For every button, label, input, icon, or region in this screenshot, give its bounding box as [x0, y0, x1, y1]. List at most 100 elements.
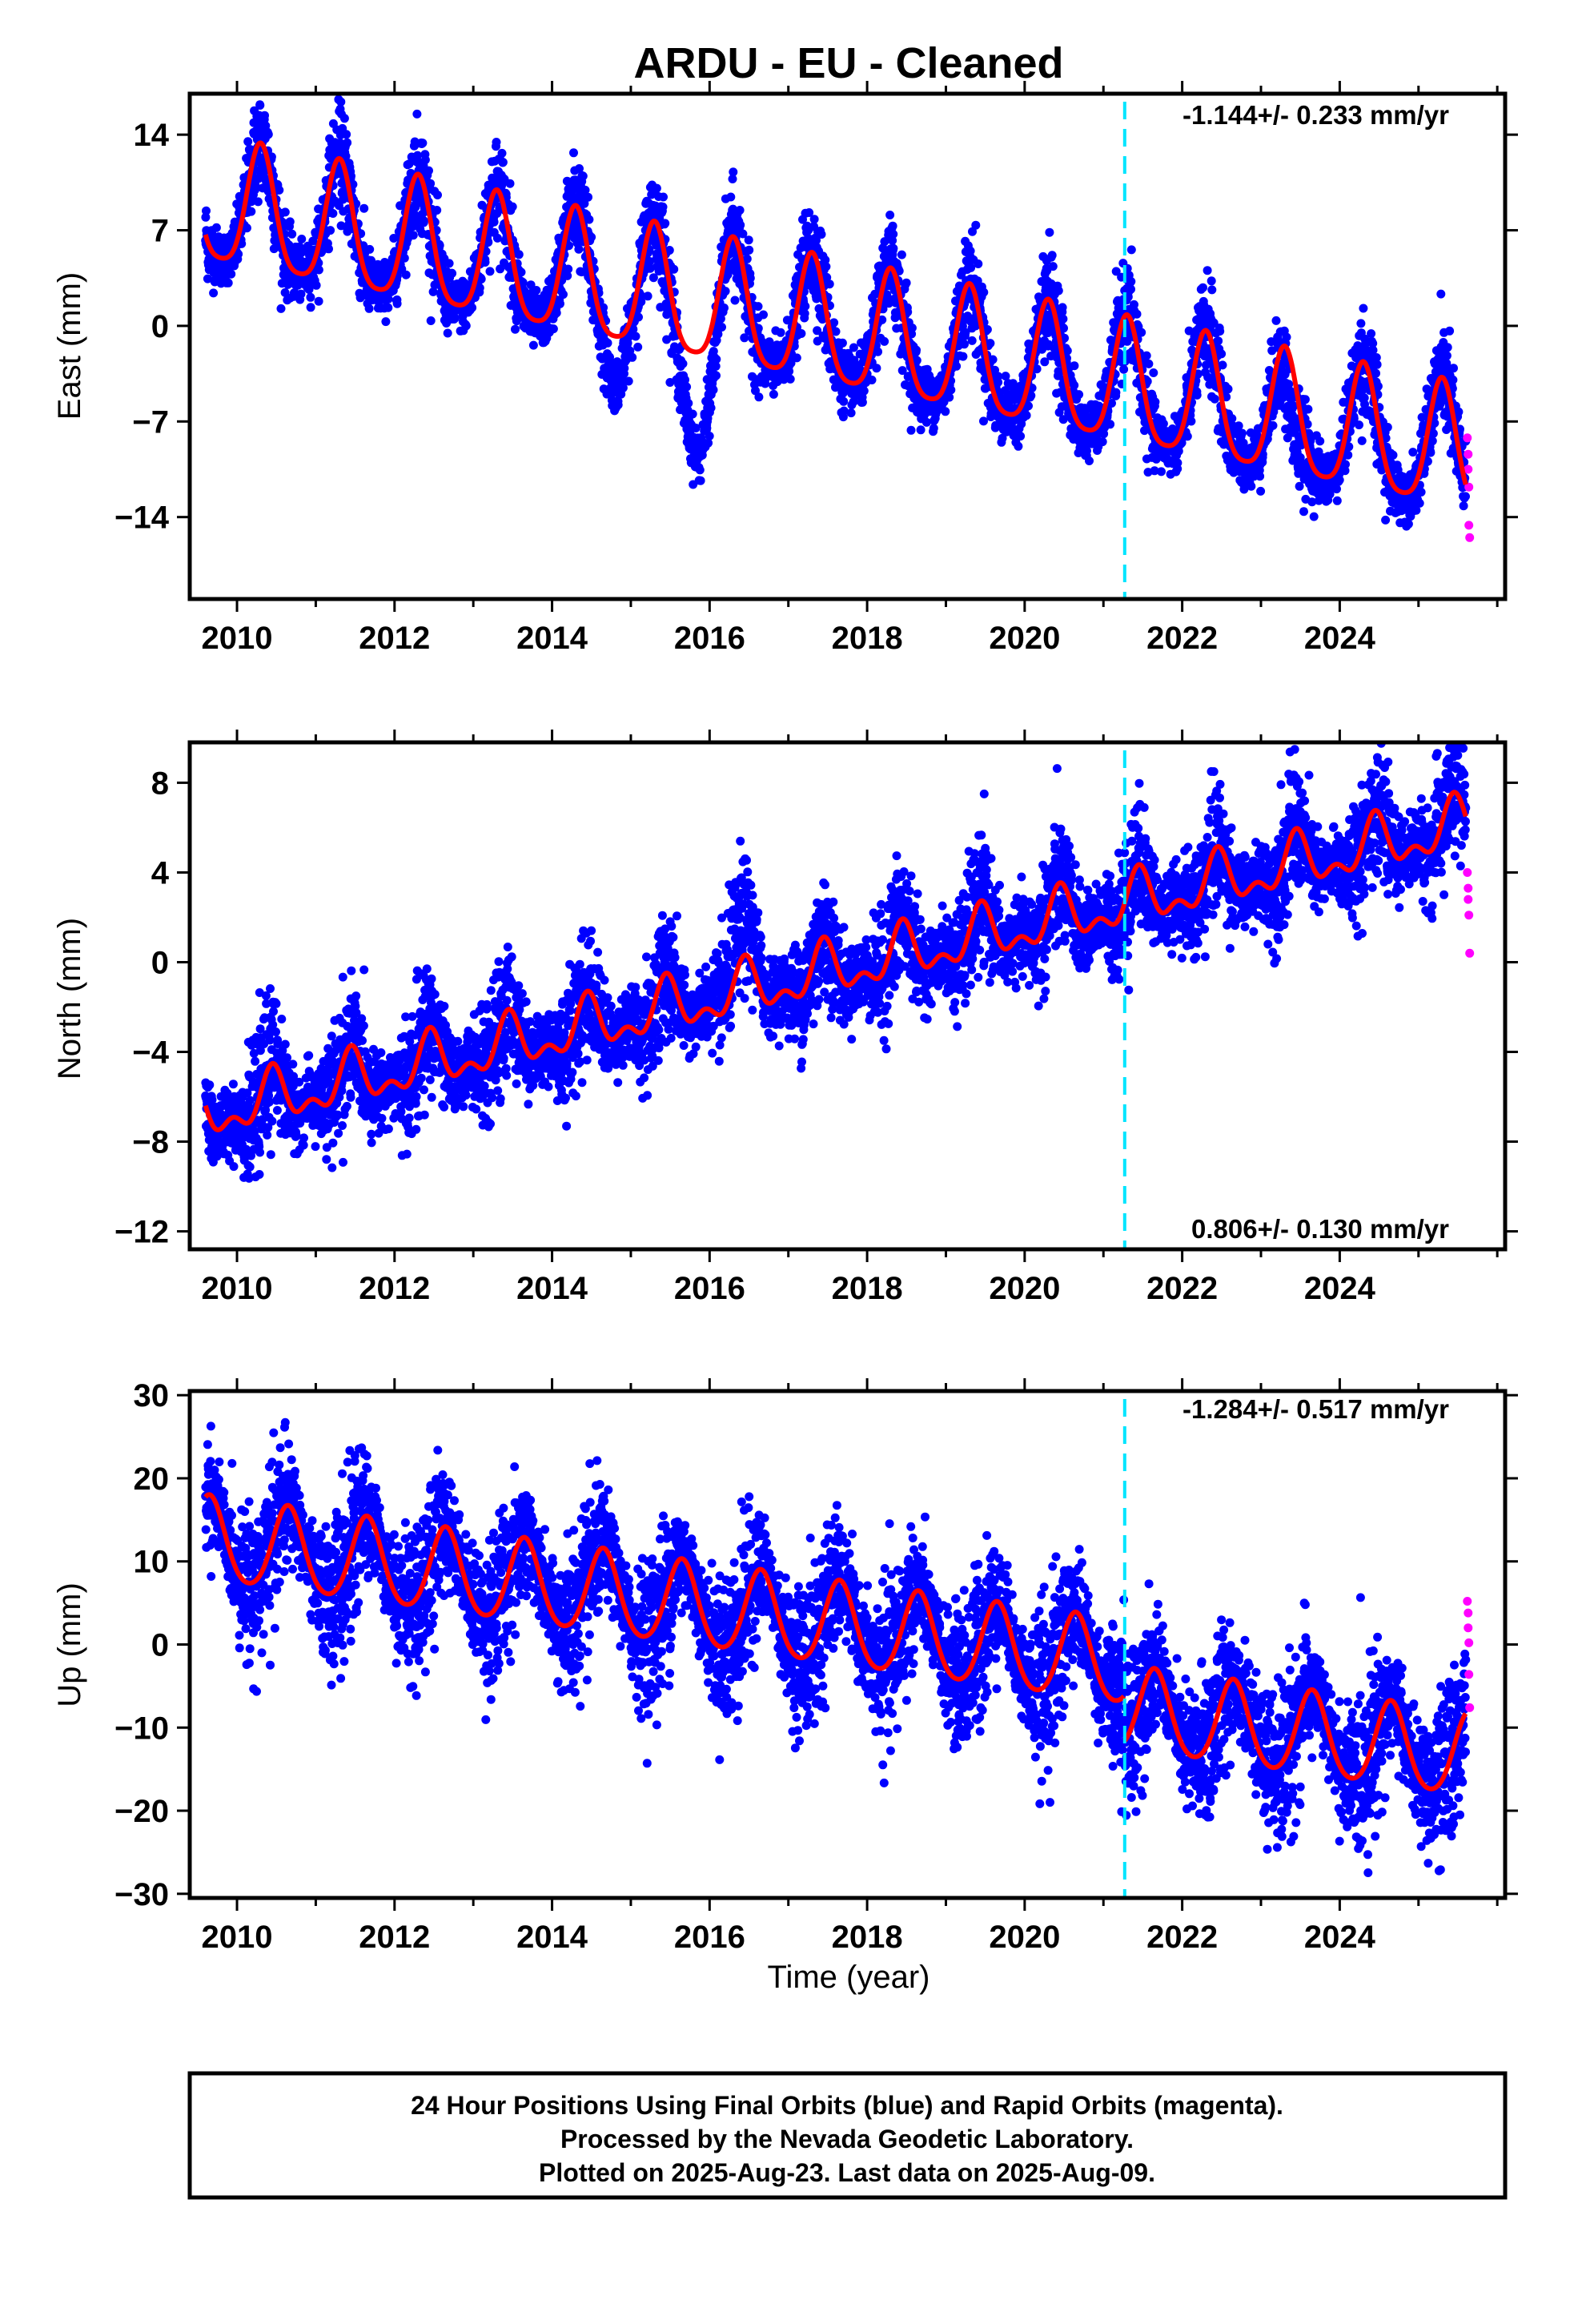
east-final-point — [287, 229, 297, 239]
east-final-point — [889, 243, 898, 253]
east-final-point — [631, 332, 640, 341]
east-final-point — [400, 253, 409, 263]
east-final-point — [817, 230, 826, 239]
east-final-point — [661, 219, 670, 228]
east-final-point — [408, 231, 418, 240]
east-final-point — [1182, 432, 1192, 441]
east-final-point — [306, 292, 315, 302]
east-final-point — [532, 286, 541, 295]
east-final-point — [492, 233, 502, 243]
east-final-point — [745, 245, 754, 255]
east-final-point — [859, 386, 869, 396]
east-final-point — [967, 336, 977, 345]
east-final-point — [276, 304, 286, 313]
east-final-point — [468, 303, 477, 312]
east-final-point — [1192, 390, 1202, 400]
east-final-point — [336, 97, 346, 107]
east-final-point — [314, 296, 323, 306]
east-final-point — [1098, 437, 1107, 447]
east-final-point — [203, 274, 212, 283]
east-final-point — [839, 396, 849, 406]
east-final-point — [306, 303, 315, 312]
east-final-point — [825, 279, 834, 289]
east-final-point — [505, 179, 515, 188]
east-final-point — [837, 338, 847, 348]
east-final-point — [754, 392, 764, 402]
east-final-point — [1214, 336, 1223, 346]
east-final-point — [1119, 364, 1129, 374]
east-final-point — [314, 265, 323, 275]
east-final-point — [1210, 394, 1219, 404]
east-final-point — [247, 197, 256, 207]
east-final-point — [744, 235, 753, 245]
east-final-point — [736, 220, 745, 230]
east-final-point — [498, 158, 508, 167]
east-final-point — [979, 416, 988, 426]
east-final-point — [426, 316, 436, 325]
east-final-point — [569, 148, 578, 158]
east-final-point — [223, 278, 233, 287]
east-final-point — [941, 407, 950, 416]
east-final-point — [476, 275, 486, 283]
east-final-point — [1144, 359, 1154, 368]
east-final-point — [809, 215, 819, 224]
east-final-point — [227, 269, 236, 279]
east-final-point — [263, 130, 273, 139]
east-final-point — [1126, 277, 1136, 286]
east-final-point — [867, 376, 877, 384]
east-final-point — [461, 321, 471, 331]
east-final-point — [659, 192, 668, 202]
east-final-point — [584, 192, 592, 202]
east-final-point — [247, 207, 256, 216]
east-final-point — [1062, 346, 1072, 356]
east-final-point — [1137, 328, 1146, 337]
east-final-point — [1217, 349, 1227, 359]
east-final-point — [255, 101, 265, 110]
east-final-point — [381, 317, 391, 327]
east-final-point — [929, 424, 938, 433]
east-final-point — [475, 283, 484, 292]
east-final-point — [684, 399, 693, 408]
east-final-point — [275, 185, 284, 195]
east-final-point — [907, 324, 917, 332]
east-final-point — [678, 359, 688, 368]
east-final-point — [958, 352, 968, 361]
east-final-point — [921, 417, 931, 427]
east-final-point — [424, 166, 433, 175]
east-final-point — [885, 211, 895, 219]
east-final-point — [1111, 388, 1121, 397]
east-final-point — [211, 223, 221, 232]
east-final-point — [889, 229, 898, 239]
east-final-point — [420, 155, 430, 165]
east-final-point — [706, 403, 716, 412]
east-final-point — [759, 310, 768, 320]
east-final-point — [952, 361, 962, 371]
east-final-point — [880, 336, 889, 346]
east-final-point — [726, 192, 736, 202]
east-final-point — [729, 167, 738, 177]
east-final-point — [785, 367, 794, 376]
east-final-point — [628, 352, 637, 362]
east-final-point — [336, 221, 346, 231]
east-final-point — [492, 138, 501, 147]
east-final-point — [280, 207, 290, 217]
east-final-point — [1215, 327, 1225, 336]
east-final-point — [849, 343, 858, 352]
east-final-point — [633, 342, 643, 352]
east-final-point — [988, 355, 998, 364]
east-final-point — [450, 313, 460, 323]
east-final-point — [584, 215, 594, 224]
east-final-point — [696, 476, 705, 485]
east-final-point — [297, 235, 307, 243]
east-final-point — [508, 202, 517, 211]
east-final-point — [797, 329, 806, 338]
east-final-point — [428, 287, 438, 296]
east-final-point — [202, 206, 211, 215]
east-final-point — [243, 137, 253, 147]
east-final-point — [1085, 456, 1094, 465]
east-final-point — [1024, 401, 1033, 411]
east-final-point — [730, 296, 740, 305]
east-final-point — [328, 209, 338, 218]
